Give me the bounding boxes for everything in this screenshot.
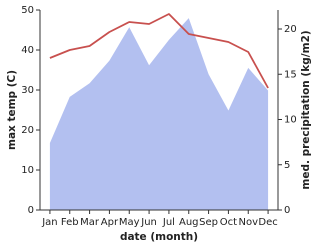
y-tick-label: 30 bbox=[21, 85, 34, 96]
y-tick-label: 40 bbox=[21, 45, 34, 56]
y-tick-label: 0 bbox=[28, 205, 34, 216]
y-tick-label: 50 bbox=[21, 5, 34, 16]
x-tick-label: Oct bbox=[220, 217, 237, 228]
x-tick-label: Apr bbox=[101, 217, 119, 228]
temperature-line bbox=[49, 13, 269, 89]
x-tick-label: Jul bbox=[162, 217, 175, 228]
precipitation-area bbox=[49, 18, 269, 211]
x-tick-label: May bbox=[119, 217, 140, 228]
x-tick-label: Sep bbox=[199, 217, 218, 228]
y2-tick-label: 20 bbox=[284, 24, 297, 35]
x-axis-title: date (month) bbox=[120, 231, 198, 243]
x-tick-label: Jun bbox=[140, 217, 157, 228]
y2-tick-label: 15 bbox=[284, 69, 297, 80]
y2-tick-label: 0 bbox=[284, 205, 290, 216]
x-tick-label: Dec bbox=[258, 217, 277, 228]
x-tick-label: Jan bbox=[41, 217, 57, 228]
x-tick-label: Nov bbox=[238, 217, 258, 228]
y-tick-label: 10 bbox=[21, 165, 34, 176]
x-tick-label: Aug bbox=[179, 217, 199, 228]
y2-axis-title: med. precipitation (kg/m2) bbox=[300, 30, 312, 189]
y2-tick-label: 10 bbox=[284, 115, 297, 126]
x-tick-label: Mar bbox=[80, 217, 100, 228]
y2-tick-label: 5 bbox=[284, 160, 290, 171]
y-tick-label: 20 bbox=[21, 125, 34, 136]
y-axis-title: max temp (C) bbox=[6, 70, 18, 150]
x-tick-label: Feb bbox=[61, 217, 79, 228]
